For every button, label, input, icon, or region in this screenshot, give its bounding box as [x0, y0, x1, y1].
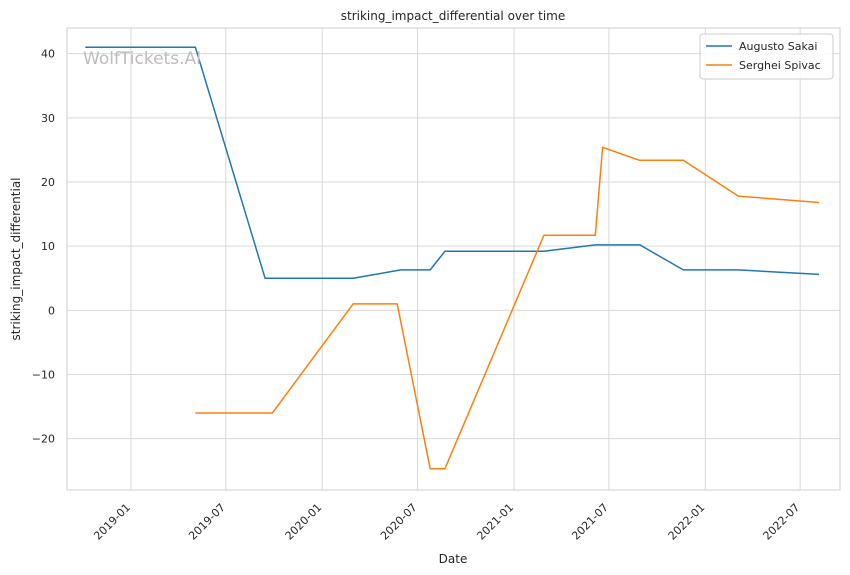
- y-tick-label: 0: [48, 304, 55, 317]
- grid: [67, 28, 840, 490]
- legend: Augusto Sakai Serghei Spivac: [699, 33, 834, 80]
- x-axis-title: Date: [439, 552, 468, 566]
- legend-label-series-0: Augusto Sakai: [739, 40, 817, 53]
- watermark: WolfTickets.AI: [83, 49, 201, 69]
- series-line-0: [85, 46, 820, 280]
- y-tick-label: 30: [41, 112, 55, 125]
- chart-title: striking_impact_differential over time: [341, 9, 566, 23]
- y-tick-label: −10: [32, 369, 55, 382]
- y-axis-ticks: −20 −10 0 10 20 30 40: [32, 48, 55, 446]
- legend-label-series-1: Serghei Spivac: [739, 59, 821, 72]
- series-line-1: [195, 146, 820, 470]
- y-tick-label: 20: [41, 176, 55, 189]
- y-axis-title: striking_impact_differential: [9, 177, 23, 340]
- series-layer: [85, 46, 820, 470]
- y-tick-label: 10: [41, 240, 55, 253]
- y-tick-label: −20: [32, 433, 55, 446]
- plot-frame: [66, 27, 841, 491]
- y-tick-label: 40: [41, 48, 55, 61]
- legend-box: [699, 33, 834, 80]
